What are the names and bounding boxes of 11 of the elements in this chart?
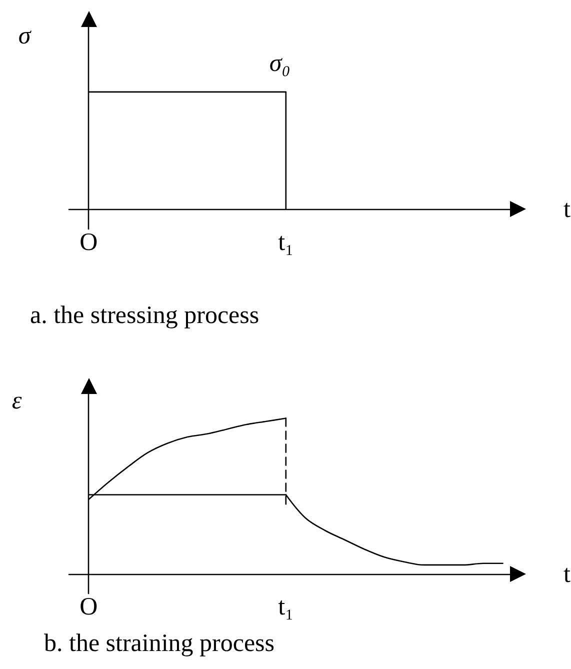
text: a. the stressing process <box>30 302 260 329</box>
annotation: σ₀ <box>269 50 290 77</box>
y-axis-title: σ <box>18 22 32 50</box>
x-tick-label: t₁ <box>278 594 294 620</box>
x-axis-title: t <box>564 560 570 588</box>
y-axis-title: ε <box>12 388 22 414</box>
x-tick-label: t₁ <box>278 229 294 256</box>
x-tick-label: O <box>80 229 98 256</box>
text: b. the straining process <box>44 630 275 657</box>
x-axis-title: t <box>564 196 570 223</box>
x-tick-label: O <box>80 594 98 620</box>
